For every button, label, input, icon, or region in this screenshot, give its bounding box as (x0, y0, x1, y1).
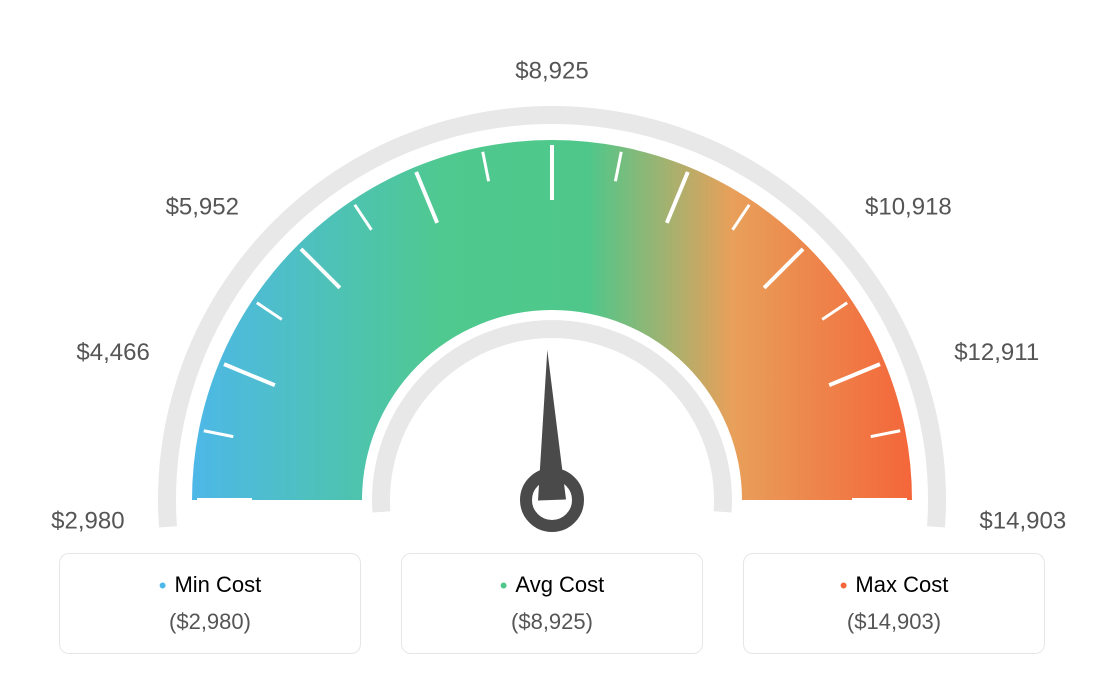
gauge: $2,980 $4,466 $5,952 $8,925 $10,918 $12,911 $1… (0, 0, 1104, 540)
svg-text:$12,911: $12,911 (954, 339, 1039, 366)
legend-max-value: ($14,903) (744, 609, 1044, 635)
dot-icon: • (500, 573, 508, 598)
legend-row: • Min Cost ($2,980) • Avg Cost ($8,925) • M… (0, 553, 1104, 654)
svg-text:$4,466: $4,466 (76, 339, 149, 366)
legend-card-avg: • Avg Cost ($8,925) (401, 553, 703, 654)
svg-text:$8,925: $8,925 (515, 57, 588, 84)
svg-text:$5,952: $5,952 (166, 193, 239, 220)
legend-avg-title: • Avg Cost (402, 572, 702, 599)
svg-text:$10,918: $10,918 (865, 193, 952, 220)
dot-icon: • (159, 573, 167, 598)
legend-card-max: • Max Cost ($14,903) (743, 553, 1045, 654)
legend-avg-value: ($8,925) (402, 609, 702, 635)
legend-min-label: Min Cost (174, 572, 261, 597)
gauge-chart-container: $2,980 $4,466 $5,952 $8,925 $10,918 $12,911 $1… (0, 0, 1104, 690)
svg-text:$14,903: $14,903 (979, 508, 1066, 535)
legend-max-title: • Max Cost (744, 572, 1044, 599)
legend-min-value: ($2,980) (60, 609, 360, 635)
dot-icon: • (840, 573, 848, 598)
legend-max-label: Max Cost (855, 572, 948, 597)
svg-text:$2,980: $2,980 (51, 508, 124, 535)
legend-avg-label: Avg Cost (515, 572, 604, 597)
legend-min-title: • Min Cost (60, 572, 360, 599)
legend-card-min: • Min Cost ($2,980) (59, 553, 361, 654)
